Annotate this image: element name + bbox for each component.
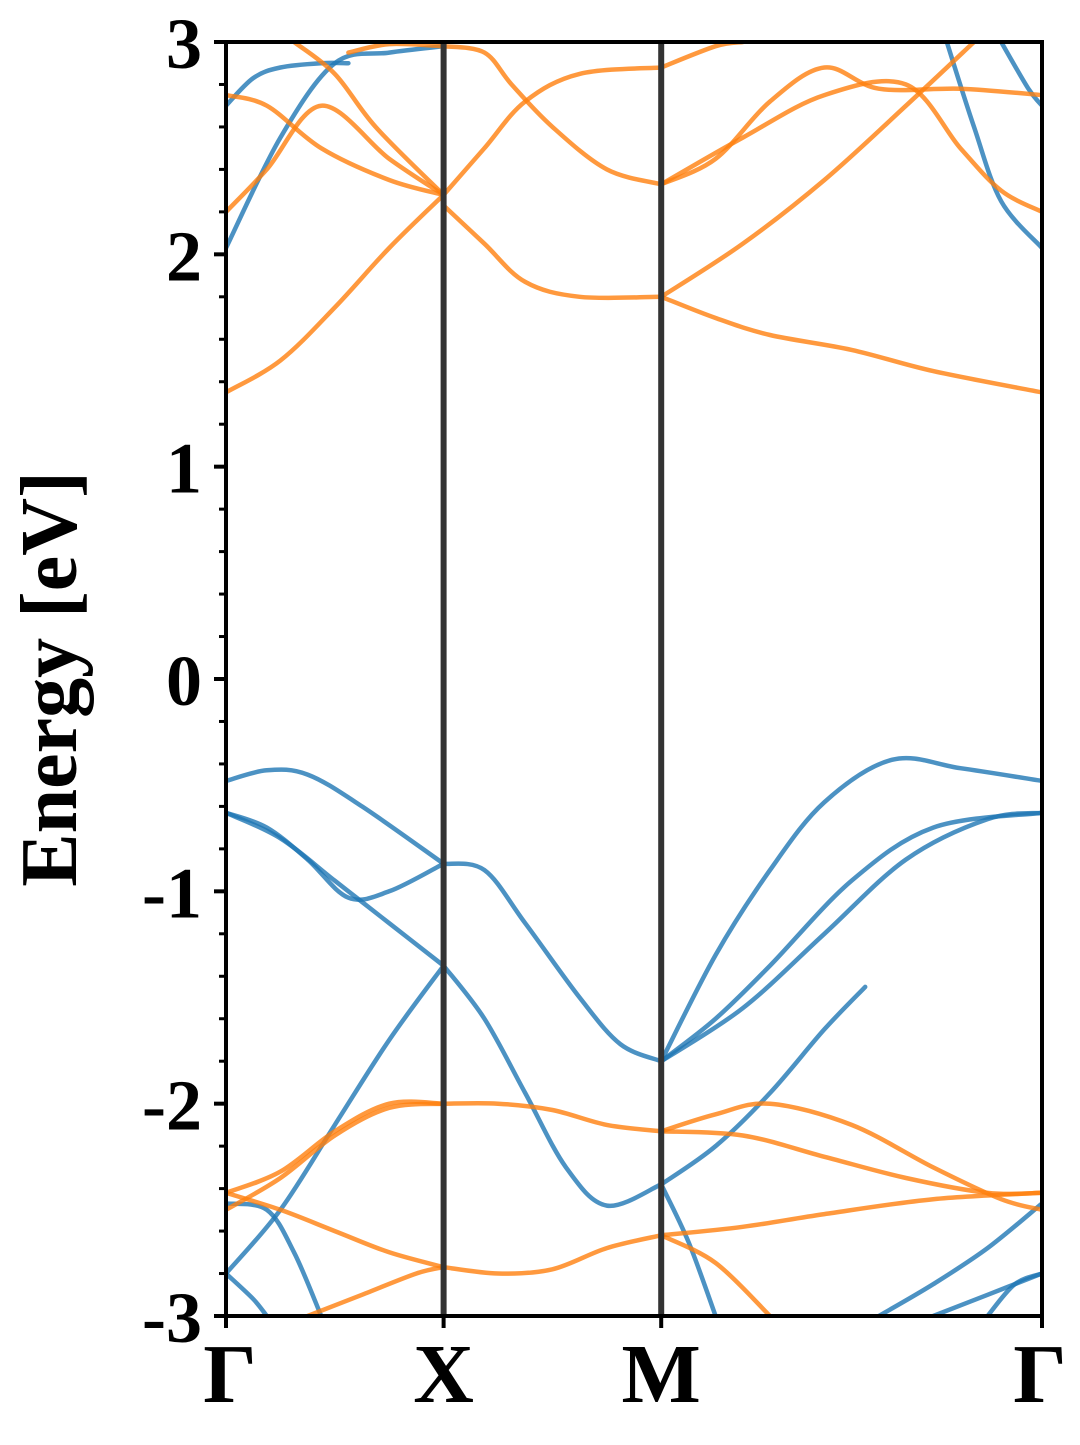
ticks-layer — [214, 40, 1044, 1328]
conduction-band-line-15 — [658, 42, 977, 300]
y-tick-label: 1 — [166, 429, 202, 509]
conduction-band-line-40 — [658, 1129, 1042, 1197]
valence-band-line-27 — [226, 1271, 270, 1316]
conduction-band-line-14 — [658, 78, 1042, 215]
conduction-band-line-35 — [226, 1190, 446, 1270]
conduction-band-line-42 — [658, 1233, 773, 1316]
y-tick-label: 0 — [166, 641, 202, 721]
valence-band-line-0 — [226, 43, 446, 251]
valence-band-line-28 — [658, 984, 868, 1187]
conduction-band-line-36 — [441, 1100, 664, 1134]
y-tick-label: 2 — [166, 216, 202, 296]
x-tick-label: Γ — [1013, 1328, 1066, 1421]
valence-band-line-32 — [930, 1271, 1042, 1316]
conduction-band-line-6 — [226, 92, 446, 198]
conduction-band-line-39 — [658, 1101, 1042, 1213]
conduction-band-line-38 — [305, 1264, 446, 1316]
valence-band-line-25 — [226, 1201, 324, 1316]
conduction-band-line-9 — [441, 43, 664, 187]
conduction-band-line-37 — [441, 1233, 664, 1276]
conduction-band-line-8 — [346, 42, 446, 55]
conduction-band-line-10 — [441, 65, 664, 198]
valence-band-line-20 — [441, 861, 664, 1064]
x-tick-label: M — [622, 1328, 701, 1421]
conduction-band-line-11 — [441, 203, 664, 301]
valence-band-line-29 — [658, 1182, 718, 1316]
conduction-band-line-13 — [658, 65, 1042, 187]
conduction-band-line-12 — [658, 42, 746, 70]
x-tick-label: Γ — [203, 1328, 256, 1421]
x-tick-label: X — [413, 1328, 474, 1421]
y-tick-label: -1 — [142, 853, 202, 933]
valence-band-line-18 — [226, 810, 446, 902]
conduction-band-line-5 — [226, 103, 446, 215]
valence-band-line-3 — [998, 42, 1042, 108]
valence-band-line-23 — [658, 810, 1042, 1064]
valence-band-line-22 — [658, 755, 1042, 1064]
valence-band-line-21 — [441, 963, 664, 1208]
conduction-band-line-16 — [658, 294, 1042, 395]
conduction-band-line-7 — [291, 42, 446, 198]
valence-band-line-1 — [226, 60, 351, 108]
y-tick-label: 3 — [166, 4, 202, 84]
valence-band-line-30 — [876, 1201, 1042, 1316]
y-tick-label: -2 — [142, 1066, 202, 1146]
valence-band-line-26 — [226, 963, 446, 1276]
bands-layer — [226, 42, 1042, 1316]
kpath-lines-layer — [440, 42, 665, 1316]
valence-band-line-19 — [226, 810, 446, 968]
valence-band-line-24 — [658, 810, 1042, 1064]
valence-band-line-17 — [226, 767, 446, 866]
conduction-band-line-33 — [226, 1099, 446, 1196]
conduction-band-line-41 — [658, 1190, 1042, 1238]
conduction-band-line-34 — [226, 1101, 446, 1213]
conduction-band-line-4 — [226, 192, 446, 395]
y-axis-title: Energy [eV] — [6, 471, 94, 886]
valence-band-line-31 — [985, 1271, 1042, 1316]
valence-band-line-2 — [944, 42, 1042, 251]
y-tick-label: -3 — [142, 1278, 202, 1358]
